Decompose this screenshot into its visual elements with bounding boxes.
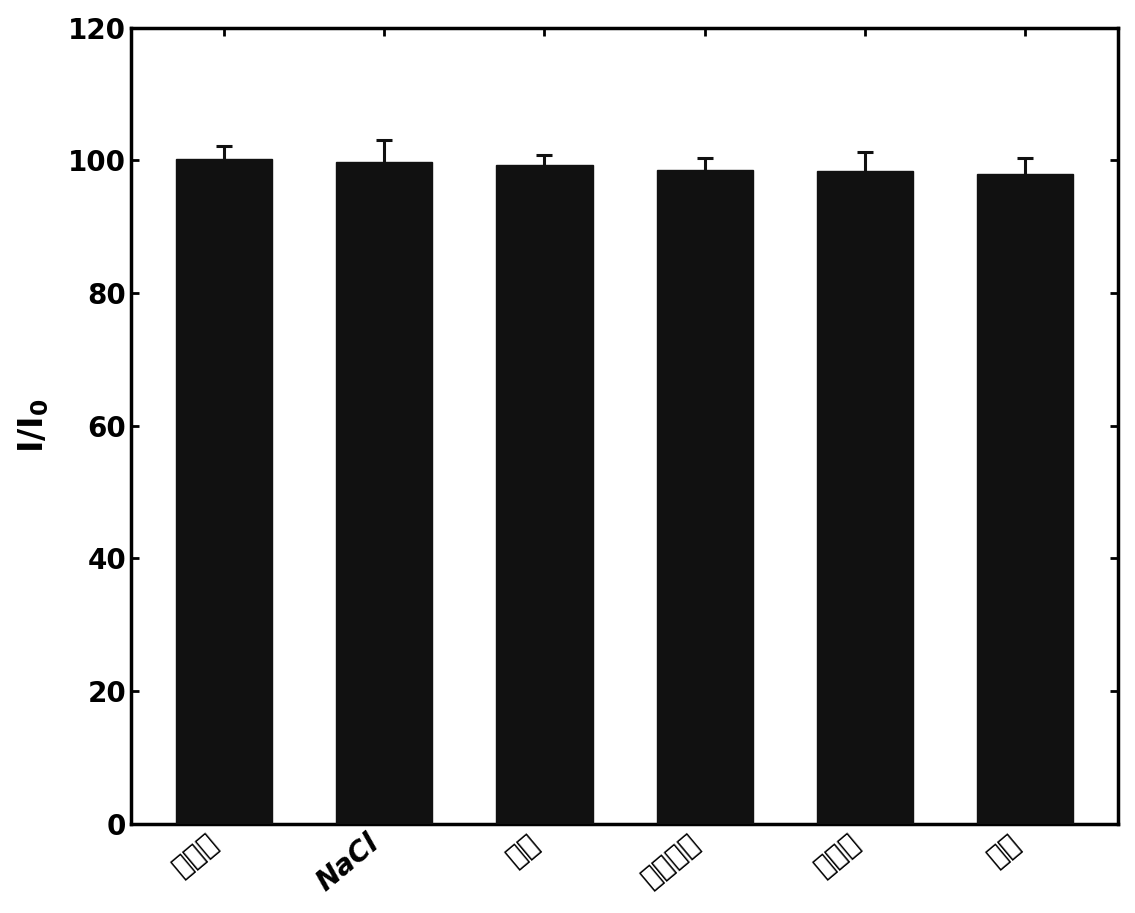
- Bar: [176, 159, 272, 824]
- Bar: [657, 170, 753, 824]
- Y-axis label: $\mathbf{I/I_0}$: $\mathbf{I/I_0}$: [17, 398, 51, 453]
- Bar: [977, 174, 1074, 824]
- Bar: [817, 171, 914, 824]
- Bar: [496, 165, 592, 824]
- Bar: [336, 162, 432, 824]
